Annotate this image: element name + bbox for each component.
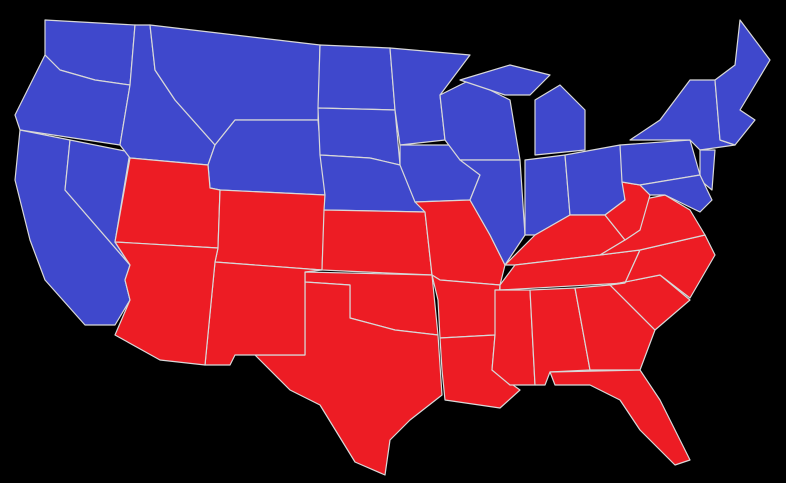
state-mi-upper (459, 64, 551, 96)
state-ms (491, 289, 536, 386)
state-nd (317, 44, 396, 111)
state-ks (321, 209, 433, 276)
state-ar (431, 274, 501, 339)
state-mi-lower (534, 84, 586, 156)
state-nj (699, 149, 716, 191)
state-wy (207, 119, 326, 196)
state-md-de (639, 174, 713, 213)
state-fl (549, 369, 691, 466)
state-il (459, 159, 526, 266)
state-new-england (714, 19, 771, 146)
state-az (114, 241, 219, 366)
state-tx (254, 281, 443, 476)
state-ut (114, 157, 221, 249)
state-ga (574, 284, 656, 371)
state-co (214, 189, 326, 271)
state-nm (204, 261, 323, 366)
state-oh (564, 144, 626, 216)
states-layer (14, 19, 771, 476)
